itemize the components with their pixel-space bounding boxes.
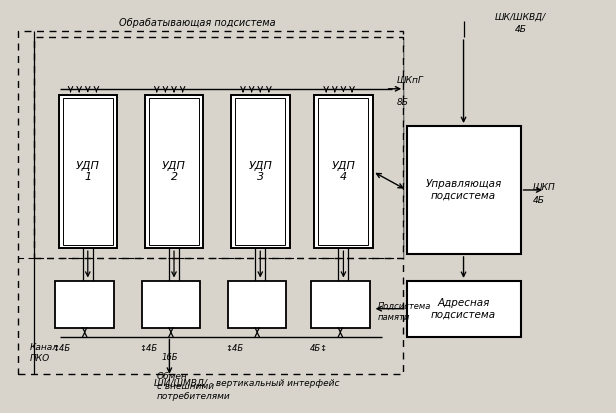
- Text: 8Б: 8Б: [397, 98, 408, 107]
- Text: 4Б: 4Б: [514, 25, 527, 34]
- Bar: [228, 281, 286, 328]
- Bar: [318, 98, 368, 245]
- Text: 4Б↕: 4Б↕: [309, 344, 328, 354]
- Text: ↕4Б: ↕4Б: [139, 344, 157, 354]
- Bar: [142, 281, 200, 328]
- Bar: [231, 95, 290, 248]
- Bar: [55, 281, 114, 328]
- Bar: [145, 95, 203, 248]
- Text: 16Б: 16Б: [161, 353, 177, 362]
- Text: ↕4Б: ↕4Б: [225, 344, 243, 354]
- Bar: [59, 95, 117, 248]
- Text: УДП
3: УДП 3: [248, 161, 272, 182]
- Text: УДП
4: УДП 4: [331, 161, 355, 182]
- Text: Управляющая
подсистема: Управляющая подсистема: [426, 179, 501, 201]
- Text: ШИ/ШМВД/ - вертикальный интерфейс: ШИ/ШМВД/ - вертикальный интерфейс: [153, 379, 339, 388]
- Bar: [314, 95, 373, 248]
- Bar: [407, 281, 521, 337]
- Text: 4Б: 4Б: [533, 196, 545, 205]
- Bar: [34, 37, 403, 258]
- Text: УДП
1: УДП 1: [76, 161, 100, 182]
- Text: ШК/ШКВД/: ШК/ШКВД/: [495, 13, 546, 22]
- Bar: [63, 98, 113, 245]
- Text: Подсистема
памяти: Подсистема памяти: [378, 302, 431, 321]
- Text: Обрабатывающая подсистема: Обрабатывающая подсистема: [119, 18, 275, 28]
- Text: Канал
ПКО: Канал ПКО: [30, 344, 59, 363]
- Bar: [18, 31, 403, 374]
- Text: ШКпГ: ШКпГ: [397, 76, 424, 85]
- Bar: [311, 281, 370, 328]
- Bar: [235, 98, 285, 245]
- Text: УДП
2: УДП 2: [162, 161, 186, 182]
- Text: Адресная
подсистема: Адресная подсистема: [431, 298, 496, 320]
- Text: ↕4Б: ↕4Б: [52, 344, 71, 354]
- Bar: [407, 126, 521, 254]
- Text: ШКП: ШКП: [533, 183, 556, 192]
- Bar: [149, 98, 199, 245]
- Text: Обмен
с внешними
потребителями: Обмен с внешними потребителями: [157, 372, 231, 401]
